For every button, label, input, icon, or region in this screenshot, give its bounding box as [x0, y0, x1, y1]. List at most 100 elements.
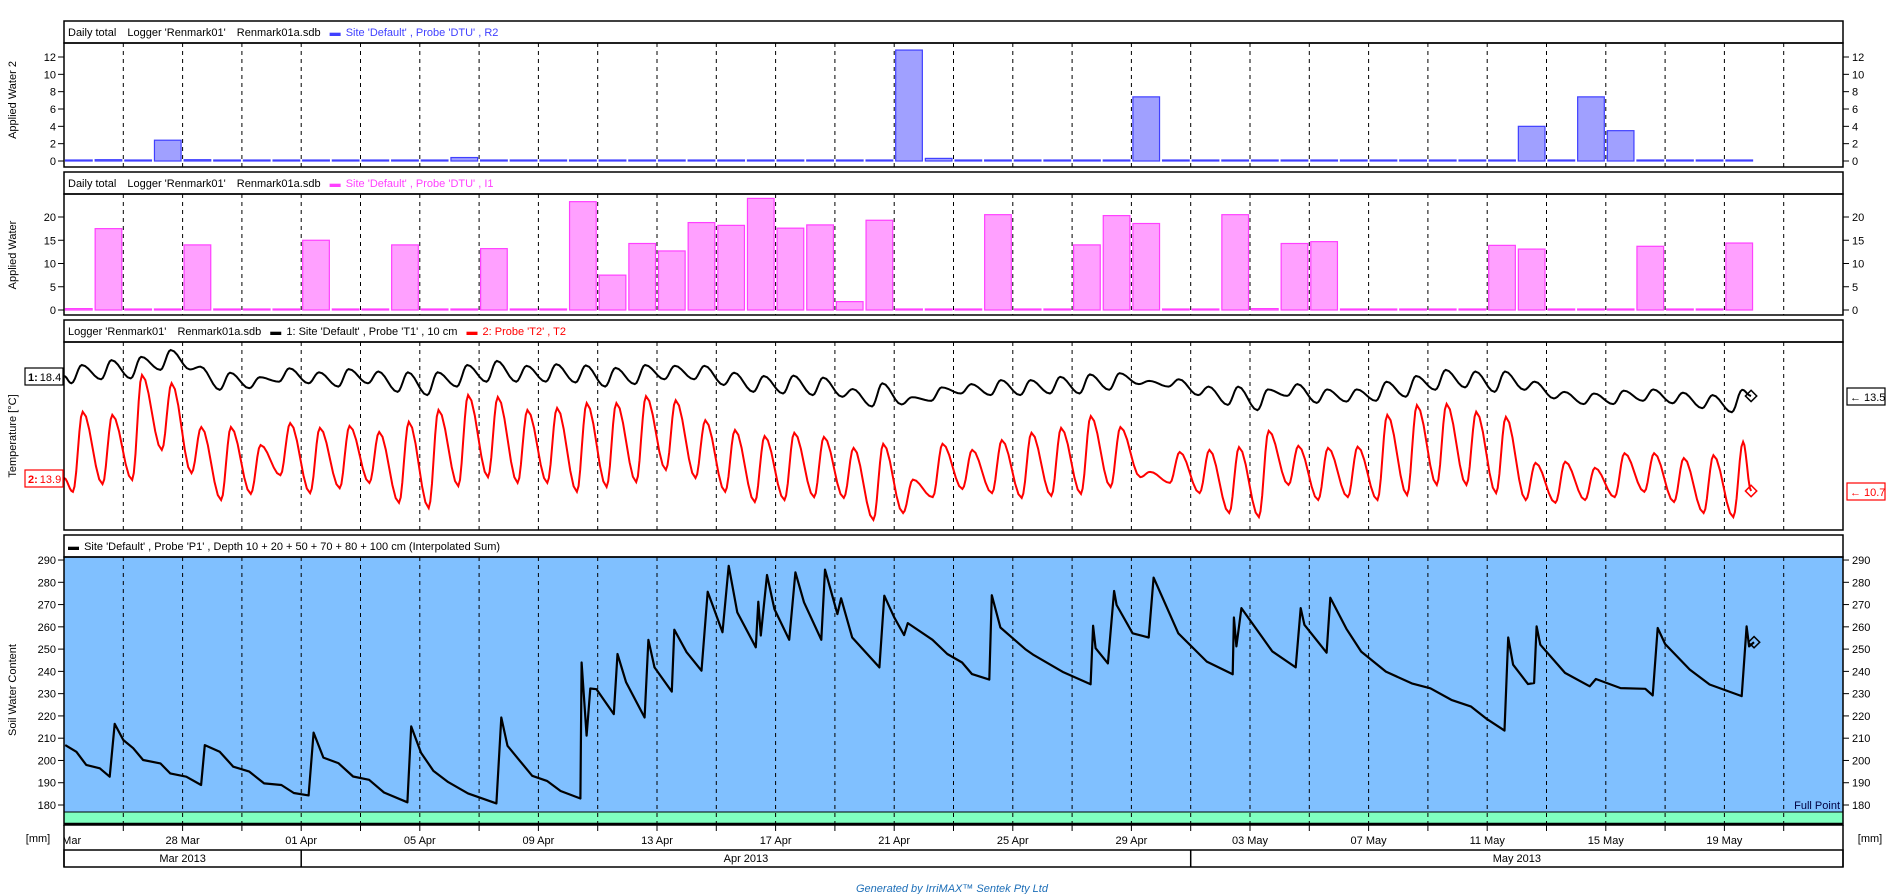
i1-bar [776, 227, 805, 311]
y-tick-label: 4 [50, 121, 56, 133]
t1-end-tag: ← 13.5 [1846, 387, 1886, 406]
y-tick-label: 0 [50, 305, 56, 317]
y-tick-label: 230 [38, 689, 56, 701]
y-tick-label-right: 260 [1852, 622, 1870, 634]
i1-bar [1665, 308, 1694, 311]
r2-bar [1547, 159, 1576, 162]
r2-bar [984, 159, 1012, 162]
r2-bar [94, 159, 123, 162]
t1-line [64, 348, 1752, 414]
r2-bar [1399, 159, 1427, 162]
i1-bar [242, 308, 271, 311]
r2-bar [1043, 159, 1072, 162]
i1-bar [420, 308, 449, 311]
i1-bar [1221, 214, 1250, 311]
i1-bar [331, 308, 360, 311]
i1-bar [183, 244, 212, 311]
swc-line-group [64, 564, 1755, 805]
i1-bar [1339, 308, 1368, 311]
y-tick-label-right: 8 [1852, 87, 1858, 99]
month-label: May 2013 [1493, 853, 1541, 865]
panel1-legend: Daily total Logger 'Renmark01' Renmark01… [68, 27, 498, 39]
i1-bar [94, 228, 123, 311]
y-tick-label-right: 10 [1852, 69, 1864, 81]
r2-bar [1458, 159, 1487, 162]
i1-bar [153, 308, 182, 311]
x-tick-label: 05 Apr [404, 835, 436, 847]
t2-start-tag: 2: 13.9 [24, 469, 64, 488]
unit-right: [mm] [1858, 833, 1882, 845]
y-tick-label-right: 10 [1852, 259, 1864, 271]
y-tick-label: 0 [50, 156, 56, 168]
tag-prefix: 1: [28, 372, 38, 384]
r2-bar [687, 159, 716, 162]
legend-file: Renmark01a.sdb [237, 178, 321, 190]
r2-bar [1280, 159, 1309, 162]
x-tick-label: 09 Apr [522, 835, 554, 847]
i1-bar [1161, 308, 1190, 311]
i1-bar [1577, 308, 1605, 311]
unit-left: [mm] [26, 833, 50, 845]
tag-value: 13.9 [40, 474, 61, 486]
i1-bar [657, 250, 686, 311]
r2-bar [628, 159, 657, 162]
r2-bar [124, 159, 153, 162]
x-tick-label: 28 Mar [165, 835, 200, 847]
y-tick-label-right: 20 [1852, 212, 1864, 224]
x-tick-label: 07 May [1351, 835, 1388, 847]
y-tick-label: 200 [38, 755, 56, 767]
month-row: Mar 2013 Apr 2013 May 2013 [63, 849, 1844, 868]
legend-swatch-icon: ▬ [68, 541, 79, 553]
swc-end-marker [1747, 635, 1761, 649]
panel2-ylabel: Applied Water [7, 220, 19, 289]
i1-bar [687, 221, 716, 311]
arrow-left-icon: ← [1850, 487, 1861, 499]
legend-swatch-icon: ▬ [330, 178, 341, 190]
x-tick-label: 03 May [1232, 835, 1269, 847]
y-tick-label: 6 [50, 104, 56, 116]
r2-bar [1221, 159, 1250, 162]
r2-bar [420, 159, 449, 162]
y-tick-label-right: 280 [1852, 577, 1870, 589]
i1-bar [509, 308, 538, 311]
i1-bar [1428, 308, 1457, 311]
t2-end-tag: ← 10.7 [1846, 482, 1886, 501]
r2-bar [657, 159, 686, 162]
i1-bar [568, 201, 597, 311]
i1-bar [1695, 308, 1724, 311]
i1-bar [628, 242, 657, 311]
r2-bar [391, 159, 419, 162]
swc-line [64, 564, 1755, 805]
panel3-legend: Logger 'Renmark01' Renmark01a.sdb ▬ 1: S… [68, 326, 566, 338]
r2-bar [1132, 96, 1161, 162]
legend-swatch-icon: ▬ [270, 326, 281, 338]
y-tick-label-right: 0 [1852, 156, 1858, 168]
y-tick-label-right: 210 [1852, 733, 1870, 745]
i1-bar [64, 308, 93, 311]
r2-bar [717, 159, 746, 162]
r2-bar [1428, 159, 1457, 162]
r2-bar [1695, 159, 1724, 162]
i1-bar [954, 308, 983, 311]
y-tick-label: 210 [38, 733, 56, 745]
panel2-plot-frame [63, 193, 1844, 316]
r2-bar [895, 49, 923, 162]
t2-line [64, 372, 1753, 523]
i1-bar [1280, 242, 1309, 311]
r2-bar [1517, 125, 1546, 162]
r2-bar [1102, 159, 1131, 162]
legend-prefix: Daily total [68, 178, 116, 190]
i1-bar [124, 308, 153, 311]
y-tick-label: 10 [44, 69, 56, 81]
legend-logger: Logger 'Renmark01' [127, 27, 225, 39]
r2-bar [1636, 159, 1665, 162]
y-tick-label: 190 [38, 778, 56, 790]
panel4-legend: ▬ Site 'Default' , Probe 'P1' , Depth 10… [68, 541, 500, 553]
y-tick-label: 280 [38, 577, 56, 589]
r2-bar [598, 159, 627, 162]
y-tick-label-right: 240 [1852, 666, 1870, 678]
i1-bar [1191, 308, 1220, 311]
panel4-ylabel: Soil Water Content [7, 644, 19, 736]
i1-bar [1043, 308, 1072, 311]
i1-bar [1399, 308, 1427, 311]
